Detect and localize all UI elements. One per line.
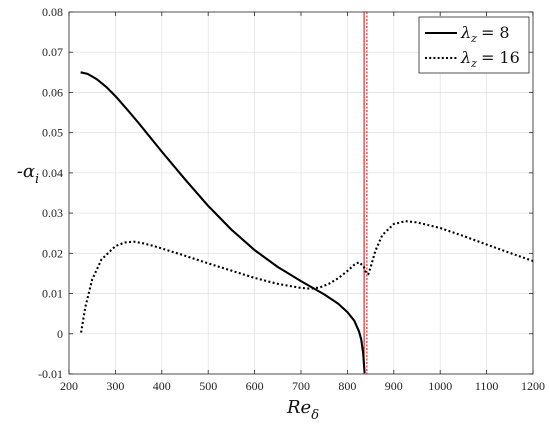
x-axis-ticks: 200 300 400 500 600 700 800 900 1000 1100 1200 (60, 12, 545, 393)
legend-entry-lambda-16: λz = 16 (425, 48, 520, 70)
x-tick-label: 800 (338, 379, 356, 393)
y-tick-label: 0.04 (42, 166, 63, 180)
series-line-lambda-16 (80, 220, 534, 333)
x-tick-label: 400 (153, 379, 171, 393)
x-tick-label: 200 (60, 379, 78, 393)
y-tick-label: 0 (57, 327, 63, 341)
x-tick-label: 1200 (521, 379, 545, 393)
x-tick-label: 700 (292, 379, 310, 393)
y-tick-label: 0.07 (42, 45, 63, 59)
x-tick-label: 900 (385, 379, 403, 393)
legend-box (418, 16, 530, 74)
x-tick-label: 1000 (428, 379, 452, 393)
legend-label-lambda-8: λz = 8 (460, 23, 510, 45)
y-axis-ticks: -0.01 0 0.01 0.02 0.03 0.04 0.05 0.06 0.07 0.08 (38, 5, 533, 381)
y-tick-label: 0.08 (42, 5, 63, 19)
y-tick-label: 0.01 (42, 287, 63, 301)
y-tick-label: 0.02 (42, 246, 63, 260)
x-axis-label: Reδ (286, 397, 319, 423)
legend-entry-lambda-8: λz = 8 (425, 23, 510, 45)
series-line-lambda-8 (80, 71, 366, 374)
x-tick-label: 600 (246, 379, 264, 393)
series-lines (80, 71, 534, 374)
y-tick-label: -0.01 (38, 367, 63, 381)
legend-label-lambda-16: λz = 16 (460, 48, 520, 70)
x-tick-label: 1100 (475, 379, 499, 393)
x-tick-label: 300 (106, 379, 124, 393)
y-tick-label: 0.03 (42, 206, 63, 220)
legend: λz = 8 λz = 16 (418, 16, 530, 74)
vertical-reference-lines (363, 12, 368, 374)
y-axis-label: -αi (17, 161, 39, 187)
x-tick-label: 500 (199, 379, 217, 393)
y-tick-label: 0.06 (42, 85, 63, 99)
y-tick-label: 0.05 (42, 126, 63, 140)
